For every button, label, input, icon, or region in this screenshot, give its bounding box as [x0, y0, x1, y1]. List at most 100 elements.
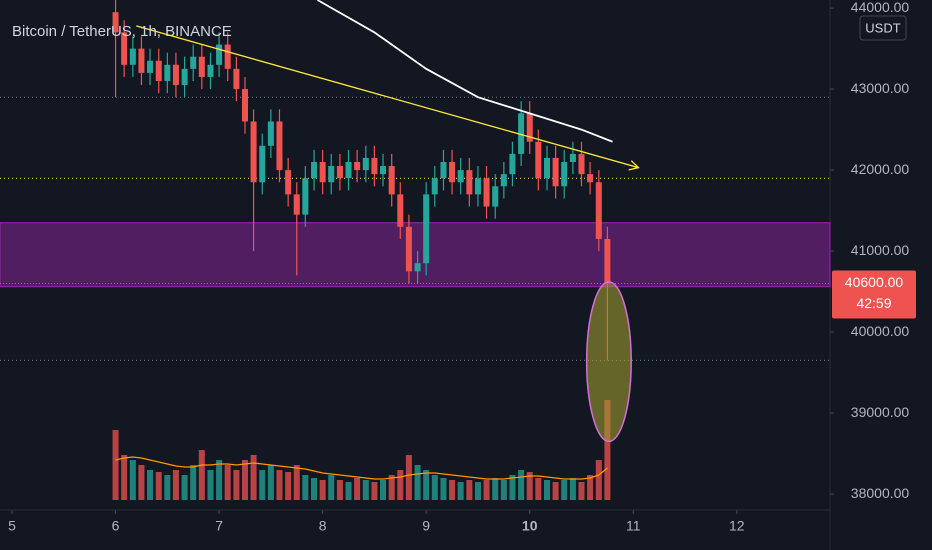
candle-body — [440, 161, 447, 179]
volume-bar — [293, 465, 300, 500]
trendline-arrow — [628, 160, 640, 171]
volume-bar — [449, 480, 456, 500]
volume-bar — [198, 450, 205, 500]
candle-body — [388, 166, 395, 195]
volume-bar — [362, 480, 369, 500]
candle-body — [276, 121, 283, 171]
volume-bar — [544, 480, 551, 500]
volume-bar — [414, 465, 421, 500]
volume-bar — [181, 475, 188, 500]
price-label-box — [832, 270, 916, 319]
volume-bar — [241, 460, 248, 500]
candle-body — [129, 48, 136, 65]
candle-body — [181, 68, 188, 86]
candle-body — [259, 145, 266, 183]
volume-bar — [190, 465, 197, 500]
y-tick-label: 40000.00 — [851, 323, 910, 339]
volume-bar — [250, 455, 257, 500]
volume-bar — [112, 430, 119, 500]
candle-body — [267, 121, 274, 146]
volume-bar — [500, 480, 507, 500]
volume-bar — [138, 465, 145, 500]
price-label: 40600.00 — [845, 274, 904, 290]
candle-body — [302, 178, 309, 215]
candle-body — [155, 60, 162, 81]
candle-body — [190, 56, 197, 69]
candle-body — [138, 48, 145, 73]
volume-bar — [604, 400, 611, 500]
highlight — [585, 281, 632, 443]
volume-bar — [129, 460, 136, 500]
volume-bar — [431, 475, 438, 500]
volume-bar — [259, 470, 266, 500]
volume-bar — [518, 470, 525, 500]
candle-body — [595, 182, 602, 239]
volume-bar — [371, 482, 378, 500]
y-tick-label: 44000.00 — [851, 0, 910, 15]
volume-bar — [354, 478, 361, 500]
x-tick-label: 7 — [215, 518, 223, 534]
trendline — [136, 25, 639, 169]
candle-body — [604, 238, 611, 284]
volume-bar — [285, 472, 292, 500]
candle-body — [285, 170, 292, 195]
candle-body — [371, 157, 378, 175]
volume-bar — [595, 460, 602, 500]
candle-body — [328, 166, 335, 183]
volume-bar — [164, 475, 171, 500]
candle-body — [207, 64, 214, 77]
y-tick-label: 39000.00 — [851, 404, 910, 420]
volume-ma — [115, 456, 608, 480]
candle-body — [319, 161, 326, 183]
volume-bar — [552, 482, 559, 500]
candle-body — [405, 226, 412, 272]
volume-bar — [216, 460, 223, 500]
candle-body — [431, 178, 438, 195]
candle-body — [457, 170, 464, 183]
candle-body — [466, 170, 473, 195]
candle-body — [587, 174, 594, 183]
volume-bar — [578, 482, 585, 500]
volume-bar — [492, 478, 499, 500]
countdown: 42:59 — [856, 295, 891, 311]
volume-bar — [155, 472, 162, 500]
volume-bar — [302, 475, 309, 500]
volume-bar — [233, 470, 240, 500]
x-tick-label: 5 — [8, 518, 16, 534]
volume-bar — [388, 475, 395, 500]
volume-bar — [345, 482, 352, 500]
candle-body — [544, 157, 551, 179]
candle-body — [492, 186, 499, 207]
candle-body — [569, 153, 576, 162]
volume-bar — [336, 480, 343, 500]
candle-body — [379, 166, 387, 175]
candle-body — [311, 161, 318, 179]
candle-body — [578, 153, 585, 175]
candle-body — [250, 121, 257, 183]
x-tick-label: 11 — [626, 518, 641, 534]
x-tick-label: 6 — [112, 518, 120, 534]
volume-bar — [569, 478, 576, 500]
volume-bar — [207, 470, 214, 500]
volume-bar — [267, 465, 274, 500]
candle-body — [414, 263, 421, 272]
y-tick-label: 43000.00 — [851, 80, 910, 96]
candle-body — [509, 153, 516, 175]
volume-bar — [121, 455, 128, 500]
candle-body — [423, 194, 430, 264]
candle-body — [561, 161, 568, 187]
x-tick-label: 9 — [422, 518, 430, 534]
candle-body — [449, 161, 456, 183]
currency-box — [859, 15, 907, 41]
zone — [0, 222, 831, 288]
candle-body — [362, 157, 369, 171]
y-tick-label: 42000.00 — [851, 161, 910, 177]
candle-body — [224, 44, 231, 69]
candle-body — [526, 113, 533, 142]
volume-bar — [319, 480, 326, 500]
volume-bar — [457, 482, 464, 500]
volume-bar — [535, 478, 542, 500]
candle-body — [336, 166, 343, 179]
candle-body — [474, 178, 481, 195]
